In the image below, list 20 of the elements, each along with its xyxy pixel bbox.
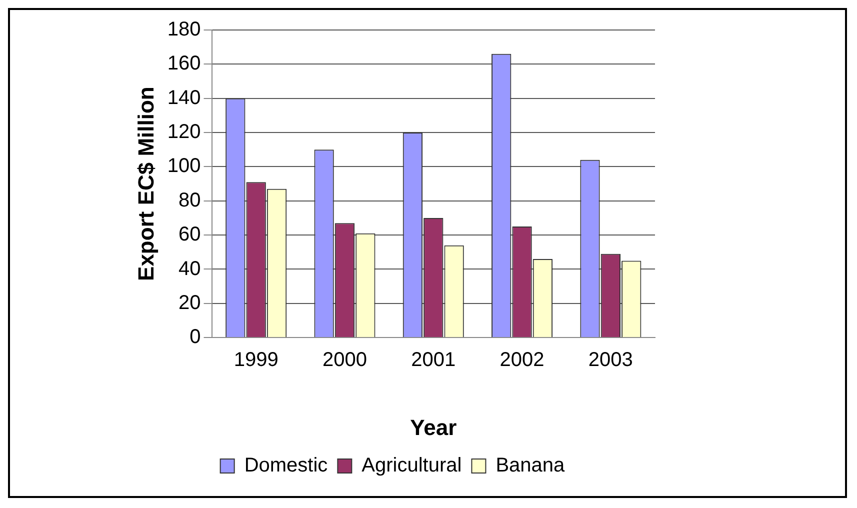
x-axis-title: Year — [410, 414, 458, 440]
legend-label: Domestic — [244, 454, 328, 477]
legend-label: Banana — [496, 454, 566, 477]
y-tick-label: 60 — [178, 224, 201, 246]
x-tick-label: 2003 — [588, 349, 633, 372]
y-tick-label: 20 — [178, 292, 201, 314]
x-tick-label: 2000 — [322, 349, 367, 372]
y-tick-label: 40 — [178, 258, 201, 280]
x-tick-label: 1999 — [234, 349, 278, 372]
x-tick-label: 2002 — [500, 349, 544, 372]
y-axis-title: Export EC$ Million — [133, 86, 158, 281]
legend-label: Agricultural — [362, 454, 462, 477]
y-tick-label: 160 — [167, 52, 201, 75]
x-tick-label: 2001 — [411, 349, 456, 372]
y-tick-label: 0 — [190, 326, 201, 348]
y-tick-label: 140 — [167, 86, 201, 109]
y-tick-label: 180 — [167, 18, 201, 41]
y-tick-label: 80 — [178, 189, 201, 212]
y-tick-label: 120 — [167, 121, 201, 144]
y-tick-label: 100 — [167, 155, 201, 178]
